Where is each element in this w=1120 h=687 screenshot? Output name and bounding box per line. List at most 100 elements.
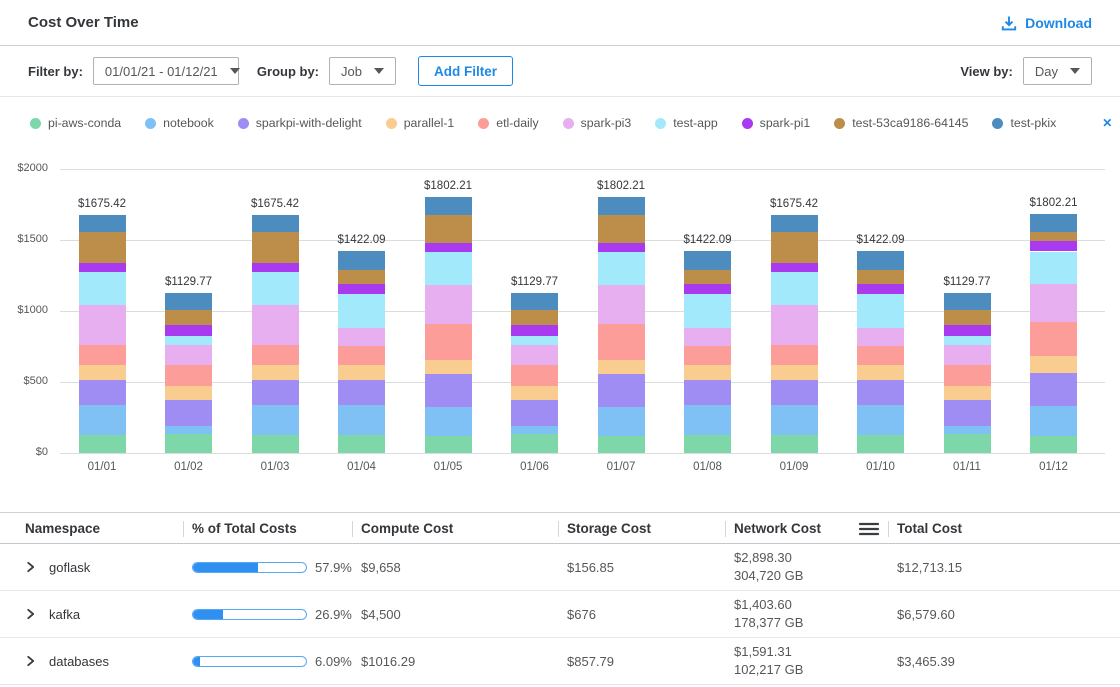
bar-segment-test-53ca9186-64145[interactable] — [338, 269, 385, 284]
bar-segment-pi-aws-conda[interactable] — [78, 434, 126, 453]
column-header-network-cost[interactable]: Network Cost — [725, 513, 888, 543]
bar-segment-spark-pi1[interactable] — [424, 243, 472, 253]
expand-row-button[interactable] — [25, 608, 36, 620]
bar-segment-notebook[interactable] — [165, 426, 212, 435]
bar-segment-parallel-1[interactable] — [165, 385, 212, 401]
bar-segment-parallel-1[interactable] — [770, 365, 818, 380]
bar-segment-spark-pi1[interactable] — [857, 283, 904, 295]
bar-segment-notebook[interactable] — [338, 405, 385, 435]
bar-segment-notebook[interactable] — [251, 405, 299, 435]
bar-segment-notebook[interactable] — [424, 407, 472, 436]
legend-item-test-pkix[interactable]: test-pkix — [992, 116, 1056, 130]
table-row-goflask[interactable]: goflask 57.9% $9,658 $156.85 $2,898.30 304,72… — [0, 544, 1120, 591]
bar-segment-spark-pi3[interactable] — [684, 327, 731, 347]
bar-segment-pi-aws-conda[interactable] — [338, 434, 385, 453]
bar-segment-test-53ca9186-64145[interactable] — [597, 214, 645, 244]
bar-segment-test-app[interactable] — [165, 335, 212, 345]
bar-segment-pi-aws-conda[interactable] — [770, 434, 818, 453]
bar-segment-spark-pi3[interactable] — [424, 285, 472, 324]
bar-segment-spark-pi3[interactable] — [78, 305, 126, 345]
column-header-namespace[interactable]: Namespace — [0, 513, 183, 543]
bar-segment-parallel-1[interactable] — [251, 365, 299, 380]
bar-segment-test-app[interactable] — [684, 294, 731, 328]
bar-segment-sparkpi-with-delight[interactable] — [511, 400, 558, 427]
column-header-storage-cost[interactable]: Storage Cost — [558, 513, 725, 543]
bar-segment-spark-pi3[interactable] — [770, 305, 818, 345]
legend-item-sparkpi-with-delight[interactable]: sparkpi-with-delight — [237, 116, 362, 130]
bar-segment-etl-daily[interactable] — [770, 344, 818, 366]
bar-segment-spark-pi1[interactable] — [338, 283, 385, 295]
bar-segment-test-pkix[interactable] — [857, 251, 904, 270]
legend-item-test-53ca9186-64145[interactable]: test-53ca9186-64145 — [834, 116, 968, 130]
bar-segment-spark-pi3[interactable] — [1030, 284, 1077, 323]
bar-segment-test-pkix[interactable] — [943, 292, 991, 311]
bar-segment-test-pkix[interactable] — [78, 215, 126, 232]
bar-segment-sparkpi-with-delight[interactable] — [338, 380, 385, 406]
bar-segment-test-pkix[interactable] — [165, 292, 212, 311]
bar-segment-pi-aws-conda[interactable] — [424, 435, 472, 453]
bar-segment-test-53ca9186-64145[interactable] — [943, 310, 991, 325]
bar-segment-spark-pi1[interactable] — [770, 263, 818, 273]
bar-segment-spark-pi1[interactable] — [78, 263, 126, 273]
bar-segment-pi-aws-conda[interactable] — [684, 434, 731, 453]
bar-segment-test-53ca9186-64145[interactable] — [770, 231, 818, 263]
bar-segment-notebook[interactable] — [943, 426, 991, 435]
bar-segment-notebook[interactable] — [770, 405, 818, 435]
bar-segment-etl-daily[interactable] — [857, 346, 904, 366]
bar-segment-spark-pi3[interactable] — [338, 327, 385, 347]
legend-item-spark-pi3[interactable]: spark-pi3 — [562, 116, 631, 130]
bar-segment-test-pkix[interactable] — [770, 215, 818, 232]
legend-item-test-app[interactable]: test-app — [655, 116, 718, 130]
legend-item-pi-aws-conda[interactable]: pi-aws-conda — [30, 116, 121, 130]
bar-segment-test-53ca9186-64145[interactable] — [684, 269, 731, 284]
bar-segment-pi-aws-conda[interactable] — [1030, 435, 1077, 453]
bar-segment-sparkpi-with-delight[interactable] — [770, 380, 818, 406]
bar-segment-sparkpi-with-delight[interactable] — [165, 400, 212, 427]
bar-segment-parallel-1[interactable] — [597, 360, 645, 375]
bar-segment-test-53ca9186-64145[interactable] — [424, 214, 472, 244]
bar-segment-test-pkix[interactable] — [338, 251, 385, 270]
bar-segment-parallel-1[interactable] — [424, 360, 472, 375]
bar-segment-parallel-1[interactable] — [857, 365, 904, 380]
bar-segment-test-pkix[interactable] — [597, 197, 645, 215]
bar-segment-sparkpi-with-delight[interactable] — [1030, 373, 1077, 407]
legend-item-spark-pi1[interactable]: spark-pi1 — [741, 116, 810, 130]
bar-segment-spark-pi1[interactable] — [165, 324, 212, 336]
bar-segment-etl-daily[interactable] — [943, 364, 991, 386]
bar-segment-pi-aws-conda[interactable] — [511, 434, 558, 453]
bar-segment-spark-pi1[interactable] — [684, 283, 731, 295]
legend-item-notebook[interactable]: notebook — [145, 116, 214, 130]
bar-segment-pi-aws-conda[interactable] — [251, 434, 299, 453]
bar-segment-test-pkix[interactable] — [511, 292, 558, 311]
bar-segment-notebook[interactable] — [1030, 406, 1077, 436]
bar-segment-sparkpi-with-delight[interactable] — [943, 400, 991, 427]
bar-segment-pi-aws-conda[interactable] — [943, 434, 991, 453]
bar-segment-pi-aws-conda[interactable] — [857, 434, 904, 453]
bar-segment-test-app[interactable] — [1030, 251, 1077, 285]
bar-segment-spark-pi1[interactable] — [511, 324, 558, 336]
column-settings-icon[interactable] — [858, 521, 880, 540]
bar-segment-sparkpi-with-delight[interactable] — [251, 380, 299, 406]
table-row-kafka[interactable]: kafka 26.9% $4,500 $676 $1,403.60 178,377 GB $… — [0, 591, 1120, 638]
bar-segment-parallel-1[interactable] — [78, 365, 126, 380]
bar-segment-etl-daily[interactable] — [251, 344, 299, 366]
bar-segment-spark-pi3[interactable] — [943, 344, 991, 365]
bar-segment-test-app[interactable] — [338, 294, 385, 328]
namespace-cell[interactable]: databases — [0, 654, 183, 669]
bar-segment-notebook[interactable] — [684, 405, 731, 435]
bar-segment-spark-pi3[interactable] — [251, 305, 299, 345]
bar-segment-spark-pi1[interactable] — [1030, 241, 1077, 252]
expand-row-button[interactable] — [25, 655, 36, 667]
bar-segment-spark-pi3[interactable] — [597, 285, 645, 324]
bar-segment-sparkpi-with-delight[interactable] — [857, 380, 904, 406]
bar-segment-test-app[interactable] — [857, 294, 904, 328]
bar-segment-spark-pi1[interactable] — [251, 263, 299, 273]
bar-segment-pi-aws-conda[interactable] — [597, 435, 645, 453]
bar-segment-etl-daily[interactable] — [597, 323, 645, 361]
bar-segment-spark-pi3[interactable] — [857, 327, 904, 347]
bar-segment-test-pkix[interactable] — [424, 197, 472, 215]
bar-segment-etl-daily[interactable] — [1030, 322, 1077, 356]
bar-segment-test-53ca9186-64145[interactable] — [857, 269, 904, 284]
bar-segment-spark-pi1[interactable] — [597, 243, 645, 253]
bar-segment-test-53ca9186-64145[interactable] — [165, 310, 212, 325]
